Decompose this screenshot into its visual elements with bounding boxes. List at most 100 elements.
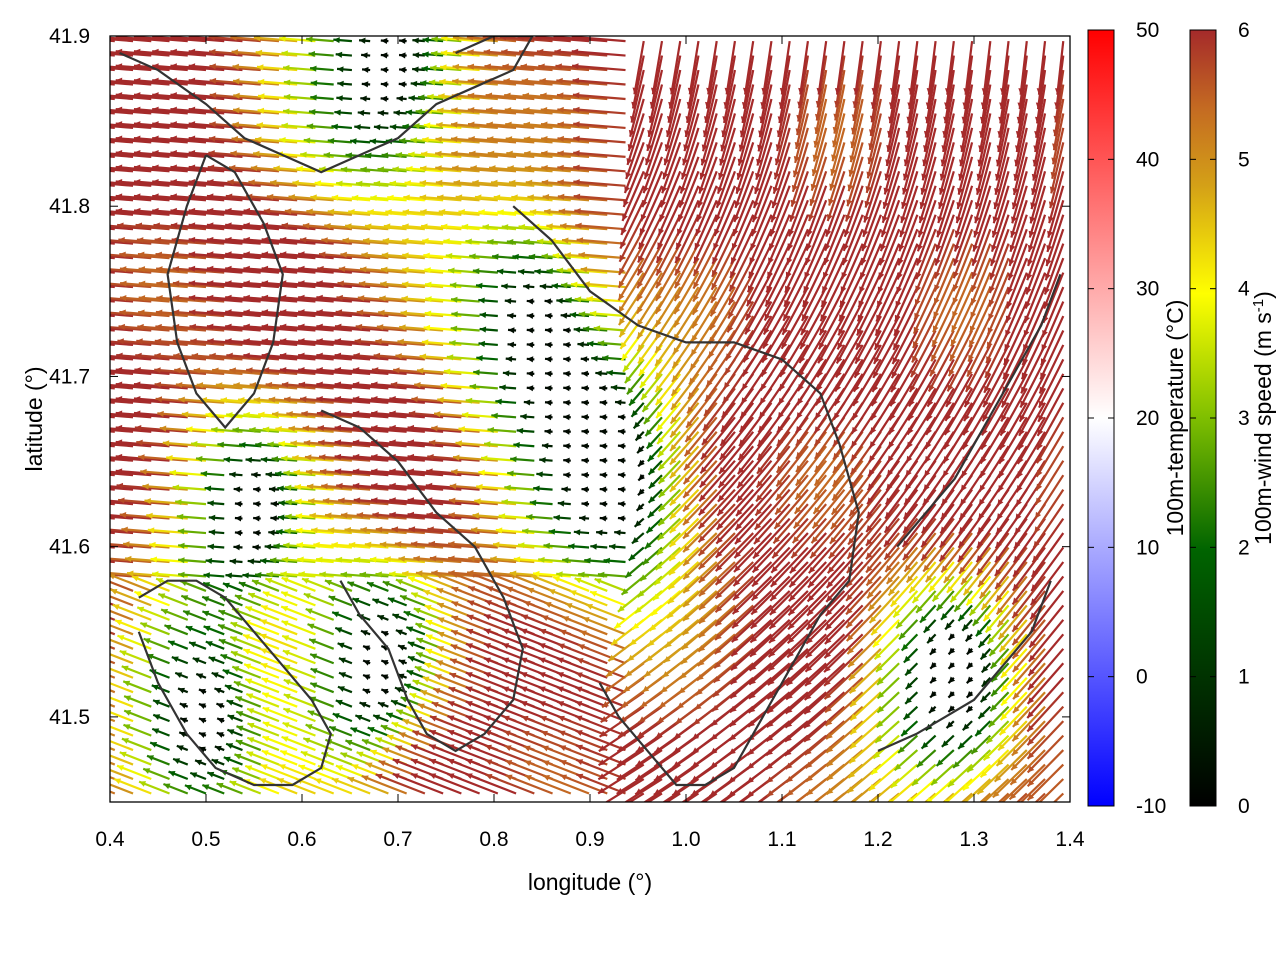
wind-vector bbox=[259, 618, 298, 636]
wind-vector bbox=[747, 228, 773, 279]
wind-vector bbox=[188, 641, 207, 650]
wind-vector bbox=[216, 717, 225, 724]
wind-vector bbox=[110, 385, 134, 390]
wind-vector bbox=[110, 211, 134, 216]
wind-vector bbox=[110, 123, 152, 130]
wind-vector bbox=[217, 441, 243, 448]
wind-vector bbox=[244, 678, 280, 694]
wind-vector bbox=[483, 441, 517, 448]
wind-vector bbox=[261, 265, 316, 274]
wind-vector bbox=[944, 778, 973, 802]
wind-vector bbox=[337, 685, 353, 694]
wind-vector bbox=[982, 778, 1010, 802]
wind-vector bbox=[256, 122, 298, 130]
wind-vector bbox=[134, 424, 188, 433]
wind-vector bbox=[110, 153, 134, 158]
y-tick-label: 41.9 bbox=[49, 25, 90, 48]
wind-vector bbox=[230, 36, 280, 43]
wind-vector bbox=[622, 156, 645, 208]
wind-vector bbox=[262, 367, 316, 375]
wind-vector bbox=[110, 638, 134, 650]
wind-vector bbox=[261, 280, 316, 289]
wind-vector bbox=[952, 749, 973, 769]
wind-vector bbox=[904, 691, 919, 705]
wind-vector bbox=[825, 749, 864, 782]
wind-vector bbox=[929, 648, 937, 656]
wind-vector bbox=[252, 544, 261, 551]
wind-vector bbox=[216, 702, 225, 709]
wind-speed-colorbar: 0 1 2 3 4 5 6 100m-wind speed (m s-1) bbox=[1189, 19, 1276, 818]
wind-vector bbox=[176, 744, 189, 752]
wind-vector bbox=[929, 676, 937, 684]
wind-vector bbox=[822, 228, 846, 280]
wind-vector bbox=[188, 48, 243, 57]
wind-vector bbox=[300, 750, 335, 766]
wind-vector bbox=[347, 581, 371, 592]
wind-vector bbox=[110, 486, 134, 491]
wind-vector bbox=[135, 222, 188, 231]
wind-vector bbox=[767, 214, 791, 265]
wind-vector bbox=[574, 577, 608, 592]
wind-vector bbox=[667, 561, 700, 591]
wind-vector bbox=[377, 701, 389, 708]
wind-vector bbox=[354, 714, 371, 723]
wind-vector bbox=[748, 214, 773, 265]
wind-vector bbox=[281, 556, 316, 564]
wind-vector bbox=[110, 761, 116, 766]
wind-vector bbox=[233, 544, 243, 551]
wind-vector bbox=[262, 706, 298, 723]
wind-vector bbox=[336, 482, 389, 491]
wind-vector bbox=[178, 542, 207, 549]
wind-vector bbox=[947, 676, 956, 684]
wind-vector bbox=[270, 515, 280, 522]
wind-vector bbox=[754, 142, 773, 195]
wind-vector bbox=[804, 214, 828, 266]
wind-vector bbox=[964, 633, 973, 642]
wind-vector bbox=[965, 705, 974, 713]
wind-vector bbox=[110, 609, 134, 621]
wind-vector bbox=[335, 51, 353, 58]
wind-vector bbox=[214, 745, 225, 752]
wind-vector bbox=[110, 398, 152, 404]
wind-vector bbox=[119, 309, 170, 318]
wind-vector bbox=[380, 95, 389, 102]
wind-vector bbox=[110, 256, 115, 260]
wind-vector bbox=[110, 790, 116, 795]
wind-vector bbox=[625, 127, 645, 180]
wind-vector bbox=[233, 680, 262, 694]
wind-vector bbox=[170, 36, 225, 43]
wind-vector bbox=[275, 426, 316, 433]
wind-vector bbox=[110, 343, 115, 347]
wind-vector bbox=[637, 199, 663, 250]
wind-vector bbox=[644, 532, 663, 550]
wind-vector bbox=[676, 185, 700, 236]
wind-vector bbox=[122, 680, 152, 694]
wind-vector bbox=[110, 300, 115, 303]
wind-vector bbox=[947, 647, 956, 656]
wind-vector bbox=[753, 156, 773, 209]
wind-vector bbox=[110, 269, 134, 274]
wind-vector bbox=[573, 529, 590, 536]
wind-vector bbox=[563, 457, 571, 464]
wind-vector bbox=[544, 370, 553, 377]
wind-vector bbox=[110, 109, 152, 115]
wind-vector bbox=[617, 457, 626, 464]
wind-vector bbox=[269, 557, 298, 564]
wind-vector bbox=[316, 410, 371, 419]
wind-vector bbox=[316, 338, 371, 347]
wind-vector bbox=[334, 395, 389, 404]
wind-vector bbox=[250, 165, 298, 173]
wind-vector bbox=[390, 699, 408, 708]
wind-vector bbox=[115, 193, 170, 202]
wind-vector bbox=[764, 257, 791, 307]
wind-vector bbox=[309, 653, 335, 665]
wind-vector bbox=[170, 150, 225, 158]
wind-vector bbox=[389, 124, 407, 131]
wind-vector bbox=[220, 397, 261, 404]
wind-vector bbox=[110, 703, 116, 708]
wind-vector bbox=[110, 182, 134, 187]
wind-vector bbox=[359, 571, 389, 578]
wind-vector bbox=[170, 178, 225, 187]
wind-vector bbox=[179, 717, 189, 724]
wind-vector bbox=[563, 370, 571, 377]
